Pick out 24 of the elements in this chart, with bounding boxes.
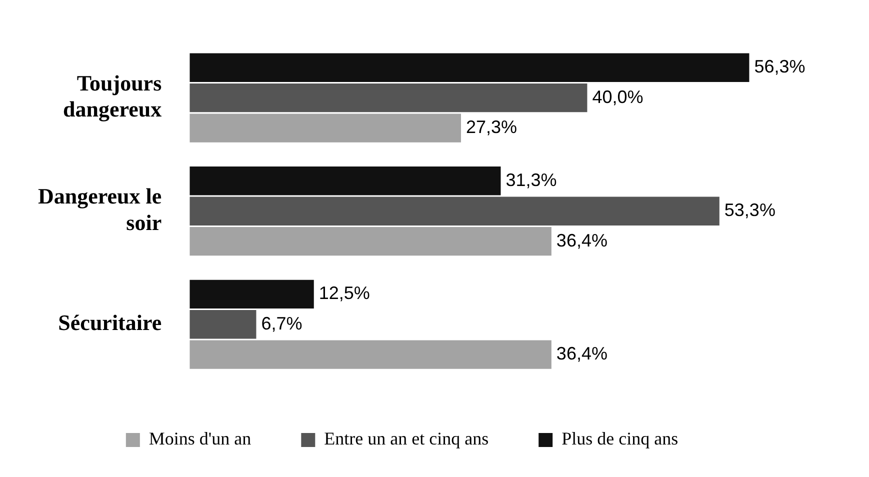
- data-label: 6,7%: [261, 313, 302, 334]
- bar: [190, 310, 256, 339]
- legend-label: Plus de cinq ans: [562, 428, 678, 449]
- bar: [190, 226, 552, 256]
- bar: [190, 83, 588, 112]
- bar: [190, 280, 314, 309]
- y-tick-label: Toujours dangereux: [63, 70, 162, 122]
- data-label: 12,5%: [318, 283, 370, 304]
- data-label: 36,4%: [556, 344, 608, 364]
- data-label: 56,3%: [754, 56, 806, 77]
- data-label: 40,0%: [592, 86, 644, 107]
- legend-label: Moins d'un an: [148, 428, 252, 449]
- data-label: 36,4%: [556, 230, 608, 250]
- bar: [190, 166, 501, 196]
- legend-label: Entre un an et cinq ans: [324, 428, 489, 449]
- data-label: 53,3%: [724, 200, 776, 220]
- bar: [190, 53, 750, 82]
- data-label: 31,3%: [506, 170, 557, 190]
- bar: [190, 114, 461, 142]
- data-label: 27,3%: [466, 117, 518, 138]
- y-tick-label: Dangereux le soir: [38, 184, 162, 235]
- bar: [190, 340, 552, 369]
- y-tick-label: Sécuritaire: [58, 310, 162, 336]
- bar: [190, 196, 720, 226]
